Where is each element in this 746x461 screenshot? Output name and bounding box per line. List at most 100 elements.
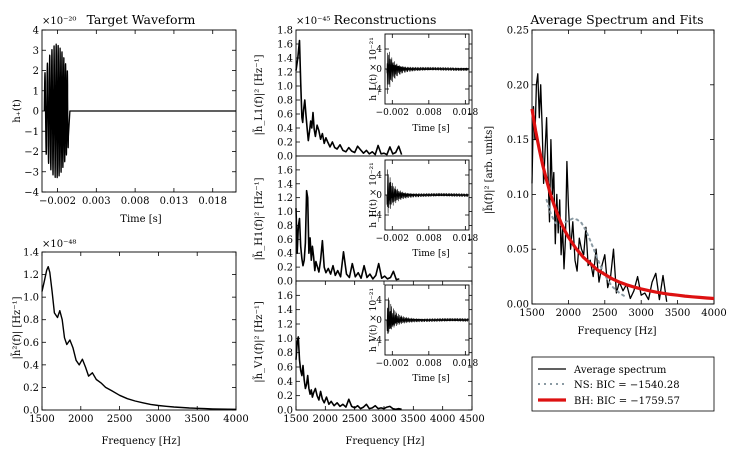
spectrum-xtick-label: 2500 [107, 414, 132, 425]
inset-h1-xlabel: Time [s] [412, 124, 449, 134]
spectrum-ytick-label: 1.2 [23, 270, 39, 281]
recon-h2-ytick-label: 0.2 [277, 263, 293, 274]
recon-h1-ytick-label: 1.0 [277, 82, 293, 93]
inset-v1-line [385, 297, 469, 334]
target-xtick-label: 0.018 [198, 196, 227, 207]
avg-ylabel: |h̃(f)|² [arb. units] [483, 126, 495, 215]
spectrum-ytick-label: 0.6 [23, 338, 39, 349]
inset-h2-ytick-label: 0 [376, 191, 382, 201]
inset-h1-xtick-label: −0.002 [376, 108, 409, 118]
spectrum-xtick-label: 4000 [223, 414, 248, 425]
avg-ytick-label: 0.10 [507, 190, 529, 201]
recon-v1-xtick-label: 2500 [342, 414, 367, 425]
target-xlabel: Time [s] [120, 214, 161, 225]
recon-v1-xtick-label: 3000 [371, 414, 396, 425]
inset-h2-xtick-label: 0.008 [416, 234, 442, 244]
spectrum-ytick-label: 1.0 [23, 293, 39, 304]
recon-h1-ytick-label: 0.8 [277, 96, 293, 107]
inset-h2-line [385, 169, 469, 214]
recon-v1-xtick-label: 2000 [313, 414, 338, 425]
recon-v1-ylabel: |h̃_V1(f)|² [Hz⁻¹] [253, 301, 265, 383]
target-ytick-label: −4 [24, 188, 39, 199]
inset-v1-xtick-label: −0.002 [376, 359, 409, 369]
target-ytick-label: 2 [33, 66, 39, 77]
recon-h2-ytick-label: 0.4 [277, 249, 293, 260]
inset-h2-ytick-label: −4 [369, 211, 383, 221]
recon-h1-ytick-label: 0.2 [277, 138, 293, 149]
inset-v1-xlabel: Time [s] [412, 374, 449, 384]
avg-xtick-label: 3500 [665, 308, 690, 319]
spectrum-xtick-label: 3500 [184, 414, 209, 425]
legend-label-average: Average spectrum [573, 365, 667, 376]
recon-h1-ytick-label: 1.2 [277, 68, 293, 79]
avg-xtick-label: 2500 [592, 308, 617, 319]
recon-h1-ytick-label: 1.6 [277, 40, 293, 51]
recon-v1-ytick-label: 1.6 [277, 291, 293, 302]
bh-fit-line [530, 108, 715, 301]
inset-h1-line [385, 51, 469, 94]
spectrum-multiplier: ×10⁻⁴⁸ [42, 239, 76, 250]
inset-h2-ylabel: h_H(t) × 10⁻²¹ [368, 162, 379, 227]
inset-h1-ylabel: h_L(t) × 10⁻²¹ [368, 37, 379, 101]
recon-multiplier: ×10⁻⁴⁵ [296, 16, 330, 27]
spectrum-axes [41, 251, 237, 411]
spectrum-xlabel: Frequency [Hz] [101, 436, 180, 447]
target-ylabel: h₊(t) [12, 99, 23, 123]
inset-h1-ytick-label: −4 [369, 85, 383, 95]
target-xtick-label: 0.013 [160, 196, 189, 207]
target-ytick-label: 0 [33, 107, 39, 118]
spectrum-ytick-label: 0.2 [23, 383, 39, 394]
recon-h1-ylabel: |h̃_L1(f)|² [Hz⁻¹] [253, 54, 265, 135]
legend-label-ns: NS: BIC = −1540.28 [574, 380, 680, 391]
recon-v1-xtick-label: 4500 [459, 414, 484, 425]
legend-label-bh: BH: BIC = −1759.57 [574, 396, 680, 407]
target-ytick-label: 3 [33, 46, 39, 57]
recon-v1-ytick-label: 1.2 [277, 320, 293, 331]
target-xtick-label: 0.008 [121, 196, 150, 207]
recon-h2-ytick-label: 1.2 [277, 193, 293, 204]
inset-h2-xtick-label: −0.002 [376, 234, 409, 244]
avg-xtick-label: 1500 [519, 308, 544, 319]
spectrum-ytick-label: 0.0 [23, 406, 39, 417]
inset-v1-ytick-label: 0 [376, 316, 382, 326]
spectrum-xtick-label: 2000 [68, 414, 93, 425]
recon-v1-ytick-label: 0.2 [277, 391, 293, 402]
recon-h1-ytick-label: 0.4 [277, 124, 293, 135]
avg-xtick-label: 4000 [701, 308, 726, 319]
inset-h2-xlabel: Time [s] [412, 249, 449, 259]
target-ytick-label: −2 [24, 147, 39, 158]
recon-h1-ytick-label: 0.6 [277, 110, 293, 121]
recon-v1-ytick-label: 1.0 [277, 334, 293, 345]
inset-v1-ylabel: h_V(t) × 10⁻²¹ [368, 288, 379, 352]
target-waveform-line [43, 43, 236, 179]
recon-h1-ytick-label: 1.4 [277, 54, 293, 65]
spectrum-ytick-label: 0.8 [23, 315, 39, 326]
recon-v1-xtick-label: 3500 [401, 414, 426, 425]
avg-ytick-label: 0.25 [507, 26, 529, 37]
recon-v1-ytick-label: 0.6 [277, 363, 293, 374]
spectrum-ytick-label: 0.4 [23, 360, 39, 371]
recon-h2-ytick-label: 0.0 [277, 277, 293, 288]
recon-v1-ytick-label: 0.4 [277, 377, 293, 388]
recon-h2-ytick-label: 1.6 [277, 165, 293, 176]
spectrum-ylabel: |h̃²(f)| [Hz⁻¹] [11, 296, 23, 359]
spectrum-ytick-label: 1.4 [23, 248, 39, 259]
recon-h2-ytick-label: 0.8 [277, 221, 293, 232]
recon-v1-ytick-label: 0.0 [277, 406, 293, 417]
inset-v1-xtick-label: 0.008 [416, 359, 442, 369]
recon-h1-ytick-label: 1.8 [277, 26, 293, 37]
inset-h1-ytick-label: 4 [376, 45, 382, 55]
recon-v1-ytick-label: 1.4 [277, 305, 293, 316]
target-ytick-label: −3 [24, 167, 39, 178]
target-title: Target Waveform [87, 12, 196, 27]
target-multiplier: ×10⁻²⁰ [42, 16, 76, 27]
inset-h2-xtick-label: 0.018 [452, 234, 478, 244]
recon-v1-line [295, 336, 402, 411]
avg-spectrum-line [531, 73, 668, 302]
recon-h1-line [295, 39, 403, 156]
inset-v1-ytick-label: 4 [376, 296, 382, 306]
spectrum-xtick-label: 1500 [29, 414, 54, 425]
avg-axes [531, 29, 715, 305]
target-ytick-label: −1 [24, 127, 39, 138]
